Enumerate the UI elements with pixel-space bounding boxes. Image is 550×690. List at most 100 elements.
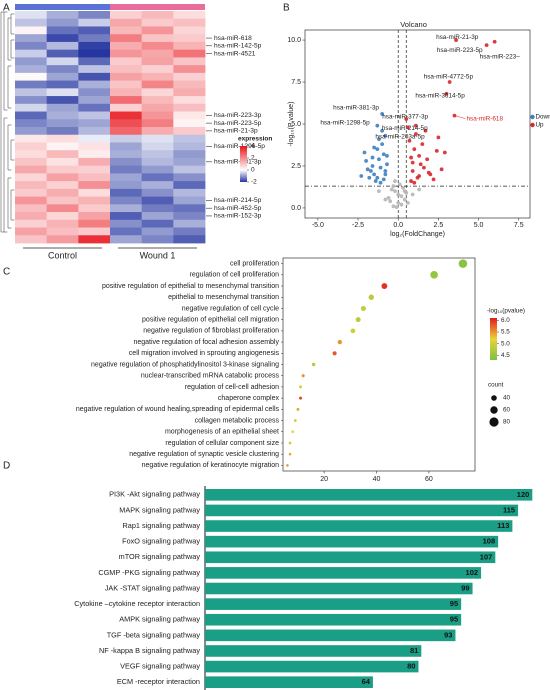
point xyxy=(397,182,402,187)
size-legend-title: count xyxy=(488,382,504,389)
heatmap-cell xyxy=(78,34,111,43)
group-bar xyxy=(15,4,110,10)
heatmap-cell xyxy=(173,11,206,20)
heatmap-cell xyxy=(141,219,174,228)
point xyxy=(380,142,385,147)
y-tick-label: JAK -STAT signaling pathway xyxy=(105,583,201,592)
point xyxy=(373,179,378,183)
point xyxy=(409,179,413,183)
row-label: hsa-miR-618 xyxy=(214,35,252,42)
point xyxy=(412,180,417,185)
heatmap-cell xyxy=(46,103,79,112)
heatmap-cell xyxy=(78,65,111,74)
legend-tick-label: 2 xyxy=(251,155,255,162)
point xyxy=(377,137,381,142)
point xyxy=(383,133,388,138)
point xyxy=(426,170,431,175)
heatmap-cell xyxy=(141,212,174,221)
bubble xyxy=(368,294,374,300)
point-label: hsa-miR-618 xyxy=(466,115,503,122)
heatmap-cell xyxy=(141,157,174,167)
heatmap-cell xyxy=(15,34,48,43)
heatmap-cell xyxy=(46,119,79,128)
heatmap-cell xyxy=(173,57,206,66)
heatmap-cell xyxy=(15,103,48,112)
heatmap-cell xyxy=(15,111,48,120)
y-tick-label: mTOR signaling pathway xyxy=(119,552,201,561)
point-label: hsa-miR-1298-5p xyxy=(320,119,370,126)
heatmap-cell xyxy=(78,127,111,136)
bubble xyxy=(350,328,356,334)
bubble xyxy=(311,362,316,367)
heatmap-cell xyxy=(46,165,79,174)
bubble xyxy=(337,339,343,345)
point xyxy=(492,39,497,44)
bubble xyxy=(291,430,295,434)
heatmap-cell xyxy=(110,72,143,81)
heatmap-cell xyxy=(46,204,79,213)
heatmap-cell xyxy=(141,34,174,43)
heatmap-cell xyxy=(141,18,174,27)
heatmap-cell xyxy=(173,96,206,105)
heatmap-cell xyxy=(173,18,206,27)
bar xyxy=(205,504,519,517)
y-tick-label: negative regulation of fibroblast prolif… xyxy=(143,328,279,335)
legend-label: Up xyxy=(536,122,545,129)
heatmap-cell xyxy=(141,96,174,105)
heatmap-cell xyxy=(141,80,174,89)
y-tick-label: regulation of cell proliferation xyxy=(190,272,280,279)
heatmap-cell xyxy=(15,142,48,151)
y-tick-label: NF -kappa B signaling pathway xyxy=(99,646,200,655)
heatmap-cell xyxy=(110,157,143,167)
heatmap-cell xyxy=(173,235,206,244)
point xyxy=(412,147,417,152)
legend-tick-label: 0 xyxy=(251,167,255,174)
y-tick-label: VEGF signaling pathway xyxy=(120,661,200,670)
heatmap-cell xyxy=(46,181,79,190)
heatmap-cell xyxy=(15,204,48,213)
heatmap-cell xyxy=(46,88,79,97)
heatmap-cell xyxy=(15,41,48,51)
bar xyxy=(205,489,533,501)
point xyxy=(422,165,426,170)
bubble xyxy=(458,259,468,268)
heatmap-cell xyxy=(15,227,48,236)
x-tick-label: 40 xyxy=(373,476,381,483)
heatmap-cell xyxy=(15,165,48,174)
y-tick-label: 5.0 xyxy=(291,121,301,128)
y-tick-label: FoxO signaling pathway xyxy=(122,537,200,546)
group-bar xyxy=(110,4,205,10)
point xyxy=(365,167,370,172)
heatmap-cell xyxy=(110,96,143,105)
heatmap-cell xyxy=(110,111,143,120)
row-label: hsa-miR-223-5p xyxy=(214,120,262,127)
x-tick-label: 7.5 xyxy=(514,222,524,229)
heatmap-cell xyxy=(141,235,174,244)
point-label: hsa-miR-21-3p xyxy=(436,34,479,41)
point xyxy=(444,91,449,96)
y-tick-label: Rap1 signaling pathway xyxy=(123,521,201,530)
bar xyxy=(205,551,496,564)
point xyxy=(417,174,422,178)
legend-tick-label: 5.5 xyxy=(501,329,510,336)
heatmap-cell xyxy=(173,49,206,58)
point xyxy=(393,179,397,183)
heatmap-cell xyxy=(78,157,111,167)
heatmap-cell xyxy=(46,134,79,143)
point xyxy=(372,172,377,177)
point-label: hsa-miR-3614-5p xyxy=(415,92,465,99)
bar xyxy=(205,598,462,610)
heatmap-cell xyxy=(46,26,79,35)
point xyxy=(417,153,422,158)
heatmap-cell xyxy=(46,196,79,205)
point xyxy=(393,189,397,194)
heatmap-cell xyxy=(46,227,79,236)
point xyxy=(420,142,425,147)
group-label: Control xyxy=(48,250,77,260)
point xyxy=(439,167,444,172)
heatmap-cell xyxy=(173,181,206,190)
y-tick-label: MAPK signaling pathway xyxy=(119,505,200,514)
bar xyxy=(205,676,373,688)
heatmap-cell xyxy=(78,173,111,182)
